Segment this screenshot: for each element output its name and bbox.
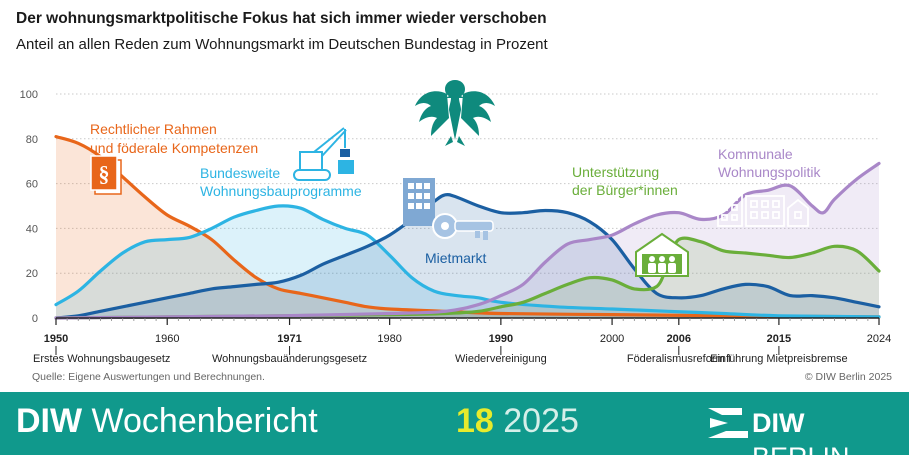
event-label: Wiedervereinigung <box>455 353 547 365</box>
x-tick-label: 2006 <box>667 333 691 345</box>
rahmen-line <box>54 135 881 319</box>
chart: 0 20 40 60 80 100 § <box>20 80 891 365</box>
issue-number: 18 <box>456 402 494 440</box>
event-label: Erstes Wohnungsbaugesetz <box>33 353 170 365</box>
y-tick-label: 40 <box>26 223 38 235</box>
mietmarkt-area <box>56 194 879 318</box>
icons-background <box>415 80 495 146</box>
event-label: Einführung Mietpreisbremse <box>710 353 848 365</box>
source-note: Quelle: Eigene Auswertungen und Berechnu… <box>32 371 265 383</box>
kommunal-line <box>54 161 881 320</box>
bauprogramme-area <box>56 205 879 318</box>
paragraph-icon: § <box>90 155 122 195</box>
x-tick-label: 2024 <box>867 333 891 345</box>
mietmarkt-label: Mietmarkt <box>425 250 487 266</box>
x-axis: 1950 1960 1971 1980 1990 2000 2006 2015 2024 Erst… <box>33 317 891 365</box>
mietmarkt-line <box>54 192 881 320</box>
brand-bold: DIW <box>16 402 83 440</box>
rahmen-label: Rechtlicher Rahmen <box>90 121 217 137</box>
copyright-note: © DIW Berlin 2025 <box>804 371 892 383</box>
municipal-buildings-icon <box>717 189 809 227</box>
brand-name: Wochenbericht <box>82 402 318 440</box>
rahmen-label: und föderale Kompetenzen <box>90 140 258 156</box>
buerger-label: der Bürger*innen <box>572 182 678 198</box>
kommunal-area <box>56 163 879 318</box>
y-tick-label: 0 <box>32 313 38 325</box>
x-tick-label: 2015 <box>767 333 791 345</box>
kommunal-label: Wohnungspolitik <box>718 164 821 180</box>
y-axis: 0 20 40 60 80 100 <box>20 89 38 325</box>
svg-text:§: § <box>99 161 110 186</box>
x-tick-label: 2000 <box>600 333 624 345</box>
event-label: Wohnungsbauänderungsgesetz <box>212 353 367 365</box>
x-tick-label: 1950 <box>44 333 68 345</box>
bauprogramme-label: Bundesweite <box>200 165 280 181</box>
y-tick-label: 60 <box>26 179 38 191</box>
event-label: Föderalismusreform I <box>627 353 731 365</box>
series-labels: Rechtlicher Rahmen und föderale Kompetenz… <box>90 121 821 266</box>
x-tick-label: 1990 <box>489 333 513 345</box>
issue-year: 2025 <box>493 402 579 440</box>
building-key-icon <box>403 178 494 240</box>
crane-icon <box>293 127 354 181</box>
logo-rest: BERLIN <box>752 442 850 472</box>
kommunal-label: Kommunale <box>718 146 793 162</box>
icons: § <box>90 127 809 277</box>
logo-bold: DIW <box>752 408 805 438</box>
rahmen-area <box>56 136 879 318</box>
federal-eagle-icon <box>415 80 495 146</box>
x-tick-label: 1960 <box>155 333 179 345</box>
issue-label: 18 2025 <box>456 401 579 441</box>
bauprogramme-label: Wohnungsbauprogramme <box>200 183 362 199</box>
house-people-icon <box>635 232 689 277</box>
buerger-label: Unterstützung <box>572 164 659 180</box>
y-tick-label: 100 <box>20 89 38 101</box>
bauprogramme-line <box>54 204 881 319</box>
diw-logo-mark-icon <box>708 408 748 438</box>
diw-berlin-logo: DIW BERLIN <box>708 406 898 472</box>
x-tick-label: 1971 <box>277 333 301 345</box>
y-tick-label: 80 <box>26 134 38 146</box>
y-tick-label: 20 <box>26 268 38 280</box>
logo-text: DIW BERLIN <box>752 406 898 474</box>
footer-bar: DIW Wochenbericht 18 2025 DIW BERLIN <box>0 392 909 472</box>
x-tick-label: 1980 <box>377 333 401 345</box>
publication-brand: DIW Wochenbericht <box>16 401 318 441</box>
chart-title: Der wohnungsmarktpolitische Fokus hat si… <box>16 10 547 27</box>
chart-subtitle: Anteil an allen Reden zum Wohnungsmarkt … <box>16 36 548 53</box>
lines <box>54 135 881 320</box>
